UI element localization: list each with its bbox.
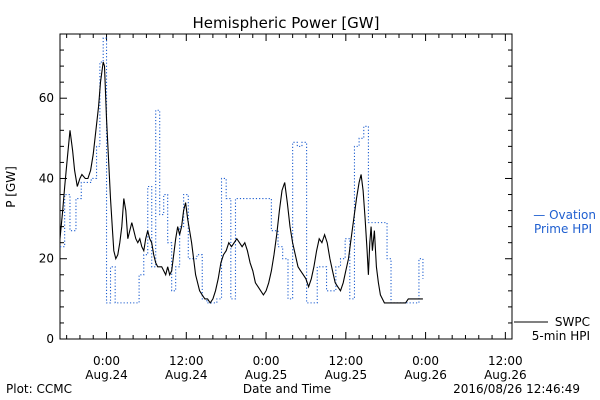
x-tick-label-date-2: Aug.25 bbox=[245, 368, 288, 382]
legend-swpc-line-1: SWPC bbox=[555, 315, 590, 329]
plot-frame bbox=[59, 33, 513, 340]
legend-swpc-line-2: 5-min HPI bbox=[532, 329, 590, 343]
chart-title: Hemispheric Power [GW] bbox=[193, 14, 380, 32]
plot-area: 0:00Aug.2412:00Aug.240:00Aug.2512:00Aug.… bbox=[39, 33, 527, 382]
x-tick-label-date-3: Aug.25 bbox=[325, 368, 368, 382]
x-tick-label-date-5: Aug.26 bbox=[484, 368, 527, 382]
x-tick-label-date-4: Aug.26 bbox=[404, 368, 447, 382]
plot-source-label: Plot: CCMC bbox=[6, 382, 72, 396]
y-tick-label-0: 0 bbox=[46, 332, 54, 346]
x-tick-label-time-4: 0:00 bbox=[412, 354, 439, 368]
x-tick-label-time-0: 0:00 bbox=[93, 354, 120, 368]
y-axis-label: P [GW] bbox=[4, 166, 18, 208]
y-tick-label-2: 40 bbox=[39, 171, 54, 185]
x-axis-label: Date and Time bbox=[243, 382, 331, 396]
legend-ovation-line-1: — Ovation bbox=[533, 208, 596, 222]
x-tick-label-time-5: 12:00 bbox=[488, 354, 523, 368]
x-tick-label-time-3: 12:00 bbox=[329, 354, 364, 368]
y-tick-label-3: 60 bbox=[39, 91, 54, 105]
x-tick-label-time-1: 12:00 bbox=[169, 354, 204, 368]
legend-ovation-line-2: Prime HPI bbox=[534, 222, 592, 236]
plot-timestamp: 2016/08/26 12:46:49 bbox=[453, 382, 580, 396]
series-swpc-5min-hpi bbox=[59, 61, 423, 304]
x-tick-label-time-2: 0:00 bbox=[253, 354, 280, 368]
y-tick-label-1: 20 bbox=[39, 252, 54, 266]
series-ovation-prime-hpi bbox=[60, 37, 424, 304]
x-tick-label-date-0: Aug.24 bbox=[85, 368, 128, 382]
x-tick-label-date-1: Aug.24 bbox=[165, 368, 208, 382]
